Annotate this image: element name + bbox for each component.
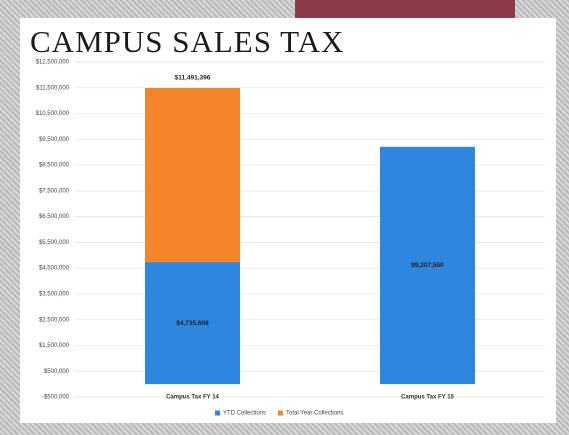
y-tick-label: $2,500,000 — [39, 317, 70, 323]
legend-label: Total Year Collections — [286, 411, 343, 417]
data-label: $4,735,608 — [176, 320, 209, 327]
total-label: $11,491,396 — [175, 75, 211, 82]
y-tick-label: $6,500,000 — [39, 214, 70, 220]
x-tick-label: Campus Tax FY 14 — [166, 395, 219, 401]
x-tick-label: Campus Tax FY 15 — [401, 395, 454, 401]
legend-swatch — [215, 410, 220, 416]
data-label: $9,207,560 — [411, 262, 444, 269]
y-tick-label: $3,500,000 — [39, 292, 70, 298]
bar-segment — [380, 146, 475, 385]
y-tick-label: $11,500,000 — [36, 85, 70, 91]
y-tick-label: $500,000 — [44, 369, 70, 375]
legend-label: YTD Collections — [223, 411, 266, 417]
bar-segment — [145, 87, 240, 263]
y-tick-label: $5,500,000 — [39, 240, 70, 246]
legend-swatch — [278, 410, 284, 416]
chart-title: CAMPUS SALES TAX — [30, 24, 344, 59]
y-tick-label: $7,500,000 — [39, 188, 70, 194]
y-tick-label: $4,500,000 — [39, 266, 70, 272]
y-tick-label: -$500,000 — [42, 395, 70, 401]
y-tick-label: $1,500,000 — [39, 343, 70, 349]
y-tick-label: $8,500,000 — [39, 163, 70, 169]
y-tick-label: $10,500,000 — [36, 111, 70, 117]
bar-segment — [145, 262, 240, 385]
header-accent — [295, 0, 515, 22]
slide-panel — [20, 18, 556, 423]
y-tick-label: $12,500,000 — [36, 60, 70, 66]
y-tick-label: $9,500,000 — [39, 137, 70, 143]
